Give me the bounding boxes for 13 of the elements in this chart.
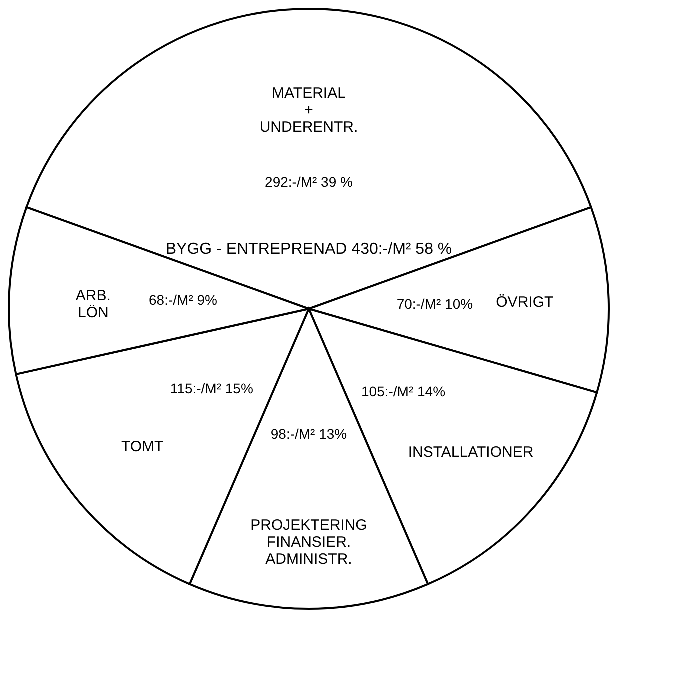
data-label: 292:-/M² 39 % bbox=[265, 174, 353, 190]
slice-label: ARB. LÖN bbox=[76, 287, 111, 322]
data-label: 98:-/M² 13% bbox=[270, 426, 348, 442]
slice-label: MATERIAL + UNDERENTR. bbox=[260, 85, 358, 136]
text: BYGG - ENTREPRENAD 430:-/M² 58 % bbox=[166, 241, 452, 258]
slice-label: INSTALLATIONER bbox=[408, 444, 534, 461]
data-label: 68:-/M² 9% bbox=[149, 292, 218, 308]
data-label: 115:-/M² 15% bbox=[170, 380, 254, 396]
data-label: 105:-/M² 14% bbox=[361, 383, 446, 400]
slice-label: TOMT bbox=[121, 438, 164, 456]
slice-label: ÖVRIGT bbox=[496, 294, 554, 312]
slice-label: PROJEKTERING FINANSIER. ADMINISTR. bbox=[250, 517, 368, 568]
data-label: 70:-/M² 10% bbox=[396, 296, 474, 312]
